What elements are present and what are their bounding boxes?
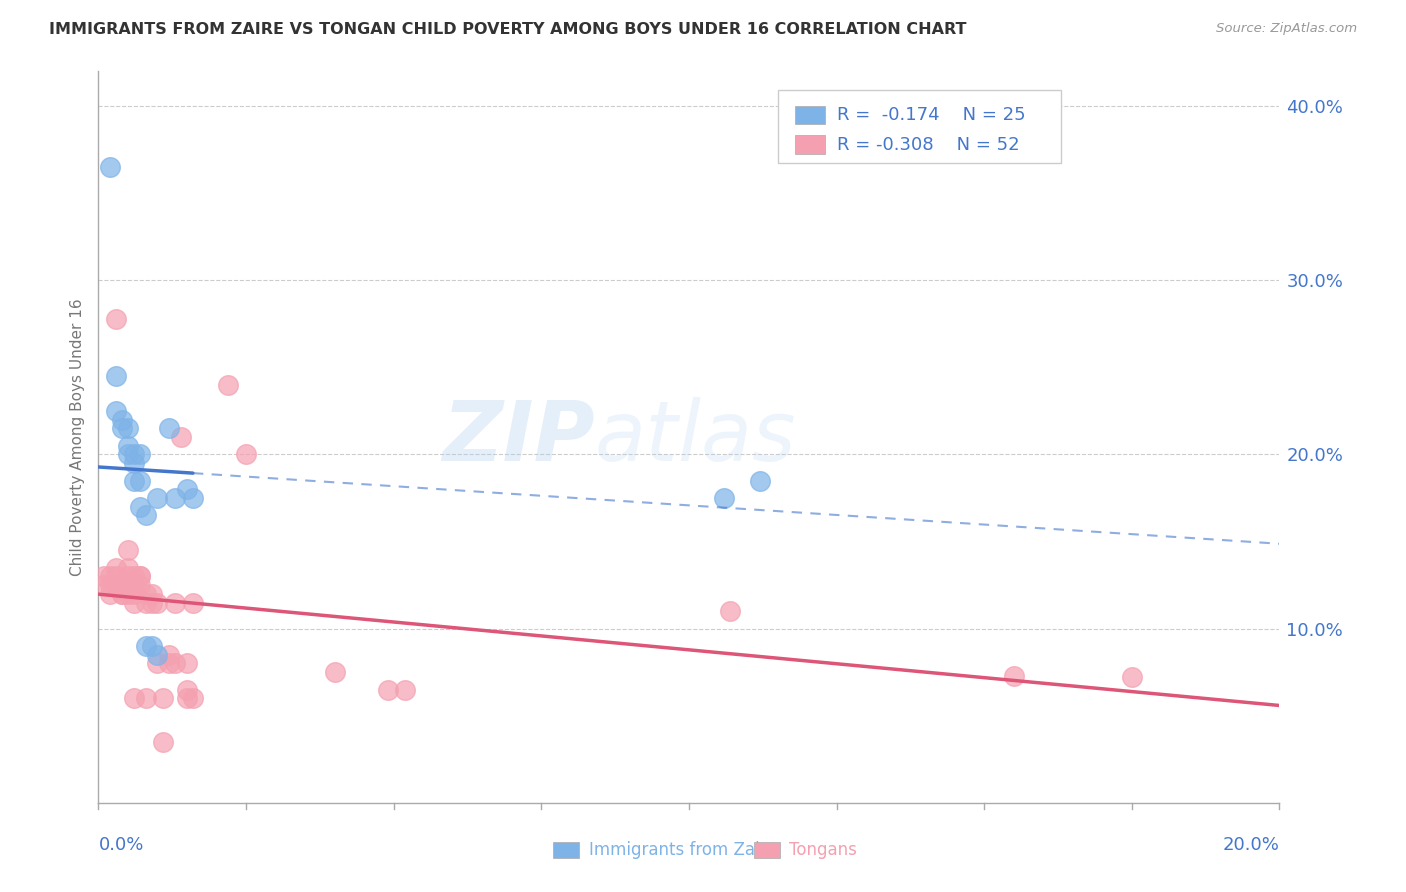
Point: [111, 578, 134, 592]
Point: [181, 691, 204, 706]
Point: [117, 543, 139, 558]
Text: 20.0%: 20.0%: [1223, 836, 1279, 854]
Point: [165, 595, 187, 609]
Point: [98, 569, 121, 583]
Point: [117, 421, 139, 435]
Point: [1002, 668, 1025, 682]
Text: R =  -0.174    N = 25: R = -0.174 N = 25: [837, 106, 1025, 124]
Text: atlas: atlas: [595, 397, 796, 477]
Text: 0.0%: 0.0%: [98, 836, 143, 854]
Point: [105, 578, 128, 592]
Point: [122, 595, 145, 609]
Point: [135, 691, 157, 706]
Point: [718, 604, 741, 618]
Point: [93, 569, 115, 583]
Point: [117, 448, 139, 462]
FancyBboxPatch shape: [754, 842, 780, 858]
Point: [713, 491, 735, 505]
Point: [394, 682, 416, 697]
Point: [181, 491, 204, 505]
Point: [117, 569, 139, 583]
Point: [93, 578, 115, 592]
Point: [98, 578, 121, 592]
Point: [146, 595, 169, 609]
Point: [111, 587, 134, 601]
Y-axis label: Child Poverty Among Boys Under 16: Child Poverty Among Boys Under 16: [69, 298, 84, 576]
Text: Immigrants from Zaire: Immigrants from Zaire: [589, 841, 776, 859]
Point: [122, 448, 145, 462]
Point: [141, 587, 163, 601]
Point: [748, 474, 770, 488]
Point: [235, 448, 257, 462]
Point: [122, 578, 145, 592]
Point: [122, 456, 145, 470]
Point: [117, 439, 139, 453]
Point: [111, 412, 134, 426]
Point: [105, 560, 128, 574]
Point: [176, 682, 198, 697]
Point: [165, 491, 187, 505]
Point: [122, 569, 145, 583]
Point: [152, 691, 174, 706]
Point: [146, 491, 169, 505]
Point: [98, 587, 121, 601]
Point: [98, 160, 121, 174]
Point: [135, 587, 157, 601]
Point: [323, 665, 346, 680]
Point: [128, 569, 150, 583]
Point: [1121, 670, 1143, 684]
Point: [122, 587, 145, 601]
FancyBboxPatch shape: [778, 90, 1062, 163]
Point: [176, 483, 198, 497]
Point: [117, 560, 139, 574]
Point: [122, 691, 145, 706]
Point: [146, 648, 169, 662]
Point: [128, 578, 150, 592]
Point: [141, 595, 163, 609]
Point: [170, 430, 193, 444]
Point: [122, 474, 145, 488]
Point: [157, 648, 180, 662]
Point: [128, 474, 150, 488]
Point: [152, 735, 174, 749]
Point: [165, 657, 187, 671]
Point: [117, 578, 139, 592]
Text: IMMIGRANTS FROM ZAIRE VS TONGAN CHILD POVERTY AMONG BOYS UNDER 16 CORRELATION CH: IMMIGRANTS FROM ZAIRE VS TONGAN CHILD PO…: [49, 22, 967, 37]
FancyBboxPatch shape: [553, 842, 579, 858]
FancyBboxPatch shape: [796, 136, 825, 153]
Point: [135, 595, 157, 609]
Point: [128, 569, 150, 583]
Point: [128, 448, 150, 462]
Point: [105, 404, 128, 418]
Point: [141, 639, 163, 653]
FancyBboxPatch shape: [796, 106, 825, 124]
Text: Source: ZipAtlas.com: Source: ZipAtlas.com: [1216, 22, 1357, 36]
Point: [111, 421, 134, 435]
Point: [146, 657, 169, 671]
Point: [176, 657, 198, 671]
Point: [181, 595, 204, 609]
Point: [117, 587, 139, 601]
Point: [135, 508, 157, 523]
Point: [176, 691, 198, 706]
Point: [105, 369, 128, 384]
Point: [157, 657, 180, 671]
Point: [217, 377, 239, 392]
Point: [128, 500, 150, 514]
Point: [377, 682, 399, 697]
Text: ZIP: ZIP: [441, 397, 595, 477]
Text: R = -0.308    N = 52: R = -0.308 N = 52: [837, 136, 1019, 153]
Point: [157, 421, 180, 435]
Point: [135, 639, 157, 653]
Point: [105, 569, 128, 583]
Text: Tongans: Tongans: [789, 841, 858, 859]
Point: [111, 587, 134, 601]
Point: [105, 311, 128, 326]
